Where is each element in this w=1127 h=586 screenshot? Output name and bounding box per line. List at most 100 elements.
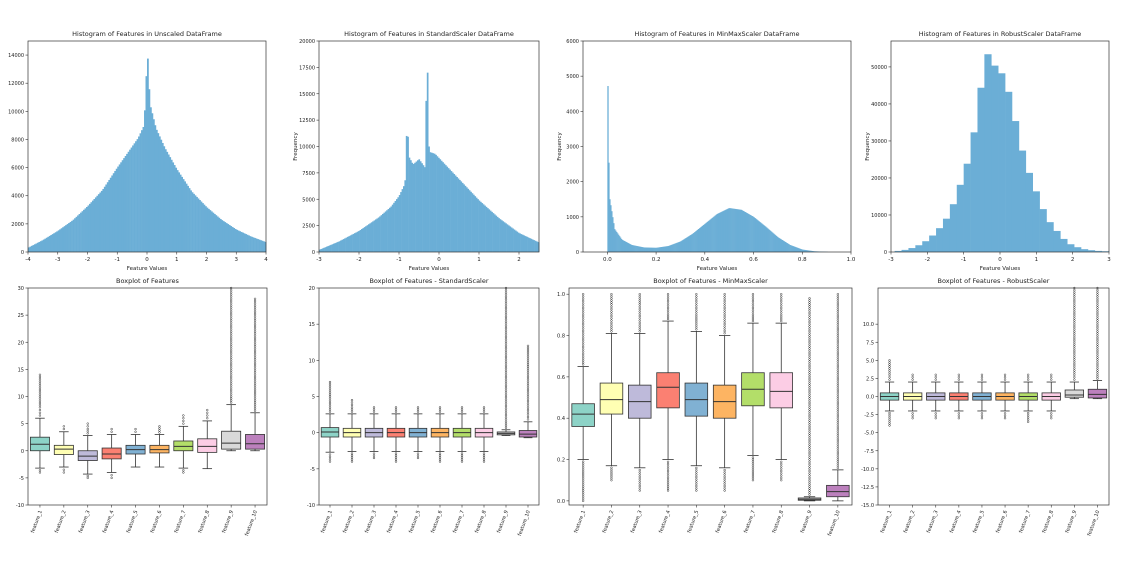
y-tick-label: 7.5 — [866, 340, 874, 346]
outlier-point — [666, 481, 670, 484]
outlier-point — [695, 482, 698, 485]
outlier-point — [610, 299, 613, 302]
outlier-point — [206, 408, 209, 412]
outlier-point — [638, 317, 641, 320]
outlier-point — [582, 348, 585, 351]
histogram-bar — [376, 218, 379, 252]
histogram-bar — [383, 212, 386, 252]
histogram-bar — [151, 113, 154, 252]
outlier-point — [723, 304, 726, 307]
outlier-point — [504, 373, 508, 376]
outlier-point — [836, 425, 839, 429]
outlier-point — [780, 311, 783, 314]
histogram-bar — [185, 183, 188, 252]
outlier-point — [780, 460, 783, 463]
outlier-point — [62, 425, 65, 428]
y-tick-label: 5 — [21, 422, 24, 428]
histogram-bar — [100, 190, 103, 252]
x-tick-label: feature_6 — [430, 510, 444, 534]
histogram-bar — [236, 229, 239, 252]
outlier-point — [808, 371, 811, 374]
outlier-point — [504, 315, 508, 319]
outlier-point — [38, 384, 42, 387]
outlier-point — [638, 489, 641, 492]
outlier-point — [1073, 362, 1076, 366]
outlier-point — [504, 391, 508, 394]
histogram-bar — [105, 184, 108, 252]
histogram-bar — [488, 209, 491, 252]
outlier-point — [230, 347, 233, 350]
histogram-bar — [205, 206, 207, 252]
x-tick-label: -3 — [55, 257, 61, 263]
outlier-point — [504, 318, 508, 321]
outlier-point — [504, 291, 508, 294]
outlier-point — [504, 360, 508, 363]
histogram-bar — [80, 212, 82, 252]
outlier-point — [751, 302, 755, 305]
outlier-point — [582, 359, 585, 362]
outlier-point — [582, 460, 585, 463]
box-feature_8 — [474, 406, 494, 463]
histogram-bar — [400, 192, 402, 252]
histogram-bar — [222, 221, 225, 252]
outlier-point — [723, 318, 726, 321]
outlier-point — [38, 397, 42, 400]
histogram-bar — [649, 247, 651, 252]
outlier-point — [582, 487, 585, 490]
axes-frame — [890, 40, 1110, 253]
outlier-point — [808, 403, 811, 407]
outlier-point — [253, 319, 257, 322]
outlier-point — [836, 319, 839, 322]
histogram-bar — [789, 244, 791, 252]
outlier-point — [253, 354, 257, 357]
histogram-bar — [81, 211, 84, 252]
y-tick-label: 25 — [18, 313, 24, 319]
outlier-point — [328, 455, 332, 459]
histogram-bar — [692, 233, 694, 252]
histogram-bar — [527, 237, 530, 252]
outlier-point — [957, 378, 960, 381]
outlier-point — [482, 460, 486, 463]
outlier-point — [526, 380, 530, 383]
y-tick-label: 0 — [312, 250, 315, 256]
outlier-point — [1073, 302, 1076, 305]
outlier-point — [638, 303, 641, 306]
outlier-point — [230, 312, 233, 316]
histogram-bar — [184, 181, 186, 252]
outlier-point — [836, 390, 839, 394]
y-tick-label: -2.5 — [864, 413, 874, 419]
outlier-point — [253, 362, 257, 366]
histogram-bar — [197, 198, 200, 252]
outlier-point — [638, 297, 641, 300]
outlier-point — [1096, 308, 1099, 311]
outlier-point — [230, 362, 233, 366]
histogram-bar — [178, 172, 181, 252]
histogram-bar — [759, 221, 761, 252]
outlier-point — [328, 395, 332, 398]
x-tick-label: 2 — [517, 257, 521, 263]
histogram-bar — [410, 160, 412, 252]
outlier-point — [582, 299, 585, 303]
histogram-bar — [450, 171, 453, 252]
histogram-bar — [379, 216, 381, 252]
histogram-bar — [622, 240, 625, 252]
outlier-point — [808, 323, 811, 326]
outlier-point — [1096, 289, 1099, 292]
histogram-bar — [1032, 191, 1040, 252]
outlier-point — [808, 436, 811, 439]
histogram-bar — [431, 152, 433, 252]
outlier-point — [666, 302, 670, 305]
outlier-point — [230, 315, 233, 318]
histogram-bar — [678, 241, 680, 252]
outlier-point — [504, 400, 508, 403]
histogram-bar — [537, 242, 540, 252]
histogram-bar — [404, 180, 407, 252]
outlier-point — [723, 309, 726, 312]
histogram-bar — [230, 226, 233, 252]
outlier-point — [836, 449, 839, 452]
outlier-point — [638, 482, 641, 485]
outlier-point — [526, 415, 530, 419]
outlier-point — [1073, 334, 1076, 337]
outlier-point — [328, 406, 332, 409]
x-tick-label: feature_7 — [1018, 510, 1032, 534]
